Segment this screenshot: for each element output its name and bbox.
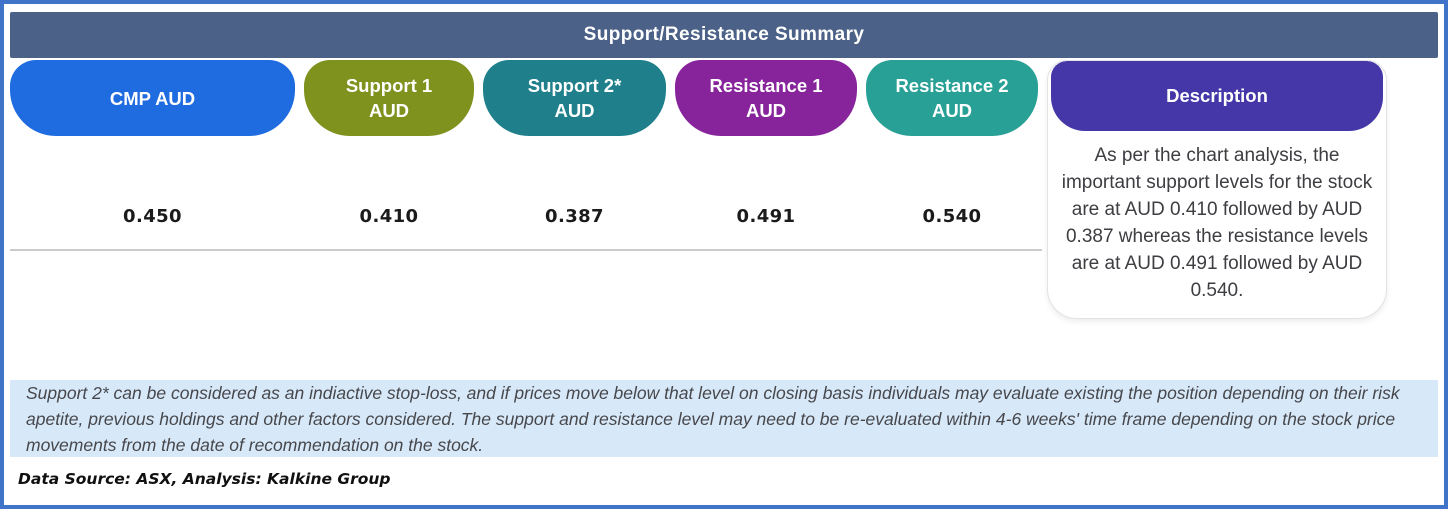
table-title-bar: Support/Resistance Summary [10, 12, 1438, 58]
column-cmp: CMP AUD 0.450 [10, 60, 295, 320]
column-header-cmp: CMP AUD [10, 60, 295, 136]
column-support-1: Support 1 AUD 0.410 [304, 60, 474, 320]
resistance-1-value: 0.491 [736, 206, 796, 227]
description-card: Description As per the chart analysis, t… [1047, 60, 1387, 319]
column-header-resistance-1: Resistance 1 AUD [675, 60, 857, 136]
support-1-value: 0.410 [359, 206, 419, 227]
summary-table: CMP AUD 0.450 Support 1 AUD 0.410 Suppor… [10, 60, 1438, 320]
description-text: As per the chart analysis, the important… [1061, 145, 1373, 301]
resistance-2-value: 0.540 [922, 206, 982, 227]
footnote-text: Support 2* can be considered as an india… [26, 382, 1400, 455]
support-2-value: 0.387 [545, 206, 604, 227]
column-header-support-1: Support 1 AUD [304, 60, 474, 136]
column-header-support-2: Support 2* AUD [483, 60, 666, 136]
column-resistance-2: Resistance 2 AUD 0.540 [866, 60, 1038, 320]
column-resistance-1: Resistance 1 AUD 0.491 [675, 60, 857, 320]
column-header-description: Description [1051, 61, 1383, 131]
cmp-value: 0.450 [123, 206, 182, 227]
column-header-resistance-2: Resistance 2 AUD [866, 60, 1038, 136]
footnote-box: Support 2* can be considered as an india… [10, 380, 1438, 457]
data-source-line: Data Source: ASX, Analysis: Kalkine Grou… [18, 470, 391, 488]
table-divider-line [10, 249, 1042, 251]
table-title: Support/Resistance Summary [583, 24, 865, 45]
column-support-2: Support 2* AUD 0.387 [483, 60, 666, 320]
